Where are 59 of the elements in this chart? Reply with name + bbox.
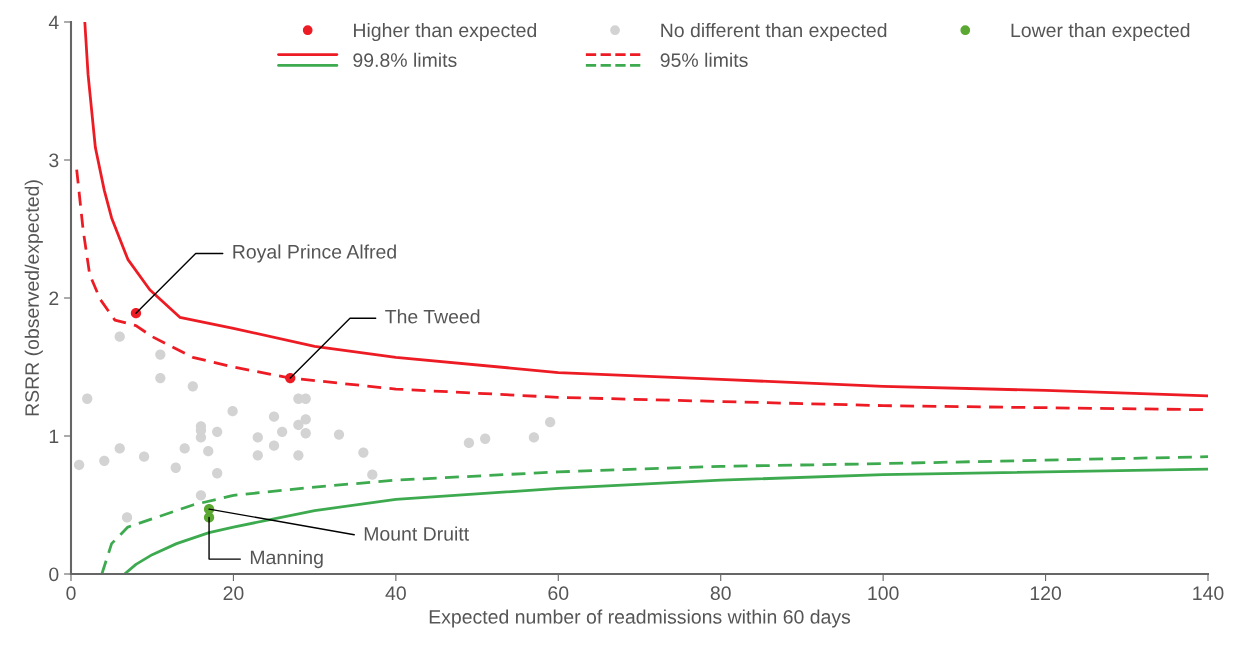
point	[480, 433, 491, 444]
point	[114, 331, 125, 342]
point	[268, 440, 280, 451]
point	[82, 393, 93, 404]
point	[463, 437, 475, 449]
point	[333, 429, 345, 440]
point	[528, 432, 540, 443]
point	[293, 450, 304, 461]
x-axis-title: Expected number of readmissions within 60 days	[429, 609, 851, 628]
point	[99, 455, 110, 466]
annotation: Royal Prince Alfred	[233, 244, 396, 263]
annotation: Manning	[250, 550, 323, 569]
point	[195, 490, 207, 501]
point	[187, 381, 198, 392]
point	[252, 450, 263, 461]
x-tick-label: 60	[548, 586, 569, 601]
x-tick-label: 100	[868, 586, 899, 601]
y-tick-label: 4	[48, 15, 59, 30]
point	[73, 459, 85, 471]
point	[293, 419, 304, 431]
point	[268, 411, 280, 422]
point	[212, 426, 223, 438]
x-tick-label: 120	[1030, 586, 1062, 601]
x-tick-label: 20	[223, 586, 244, 601]
x-tick-label: 0	[66, 586, 76, 601]
point	[358, 447, 369, 458]
legend-label: Higher than expected	[354, 22, 537, 42]
point	[179, 443, 190, 454]
point	[227, 406, 238, 417]
y-tick-label: 2	[49, 291, 59, 306]
line-series	[83, 22, 1208, 398]
annotation: The Tweed	[385, 309, 480, 324]
point	[155, 372, 166, 384]
point	[114, 443, 125, 454]
point	[170, 462, 181, 473]
point	[300, 414, 311, 425]
point	[277, 426, 288, 438]
x-tick-label: 140	[1193, 586, 1224, 601]
x-tick-label: 40	[385, 586, 406, 601]
x-tick-label: 80	[710, 586, 731, 601]
point	[300, 428, 311, 439]
point	[203, 446, 214, 457]
legend-label: 99.8% limits	[353, 52, 457, 68]
point	[155, 349, 166, 360]
legend-label: No different than expected	[661, 22, 887, 42]
y-tick-label: 0	[49, 567, 59, 582]
point	[545, 417, 556, 428]
annotation: Mount Druitt	[364, 526, 469, 541]
point	[285, 372, 296, 384]
y-tick-label: 1	[49, 429, 59, 444]
y-axis-title: RSRR (observed/expected)	[24, 180, 43, 416]
point	[367, 469, 378, 480]
y-tick-label: 3	[49, 153, 59, 168]
point	[138, 451, 150, 462]
point	[252, 432, 263, 443]
legend-label: 95% limits	[660, 52, 748, 68]
point	[212, 468, 223, 479]
legend-label: Lower than expected	[1011, 22, 1190, 42]
point	[121, 512, 133, 523]
